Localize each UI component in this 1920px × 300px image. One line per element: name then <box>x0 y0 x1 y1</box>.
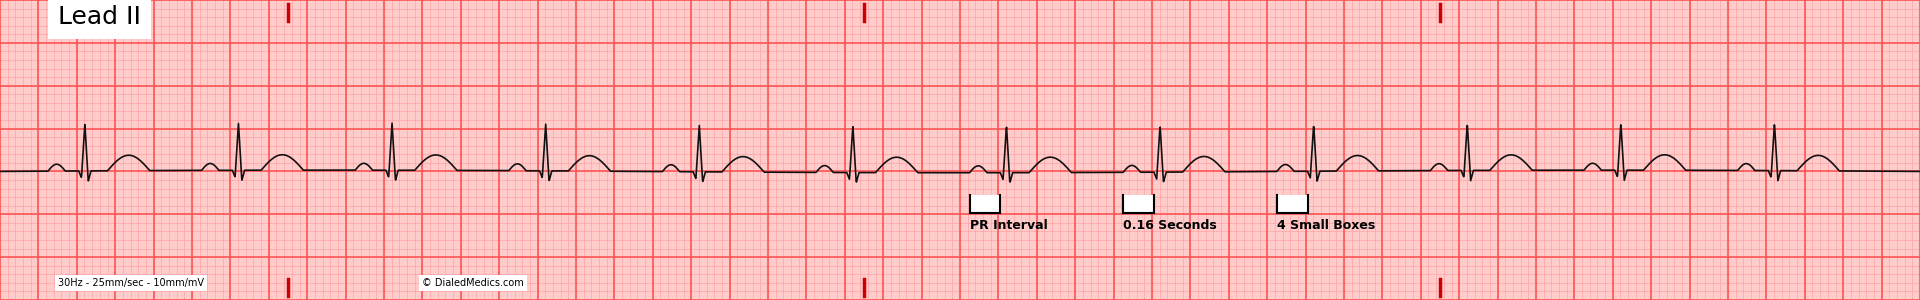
Text: PR Interval: PR Interval <box>970 219 1046 232</box>
Text: 4 Small Boxes: 4 Small Boxes <box>1277 219 1375 232</box>
Text: 30Hz - 25mm/sec - 10mm/mV: 30Hz - 25mm/sec - 10mm/mV <box>58 278 204 288</box>
Text: 0.16 Seconds: 0.16 Seconds <box>1123 219 1217 232</box>
Bar <box>1277 195 1308 213</box>
Text: Lead II: Lead II <box>58 5 140 29</box>
Bar <box>1123 195 1154 213</box>
Bar <box>970 195 1000 213</box>
Text: © DialedMedics.com: © DialedMedics.com <box>422 278 524 288</box>
